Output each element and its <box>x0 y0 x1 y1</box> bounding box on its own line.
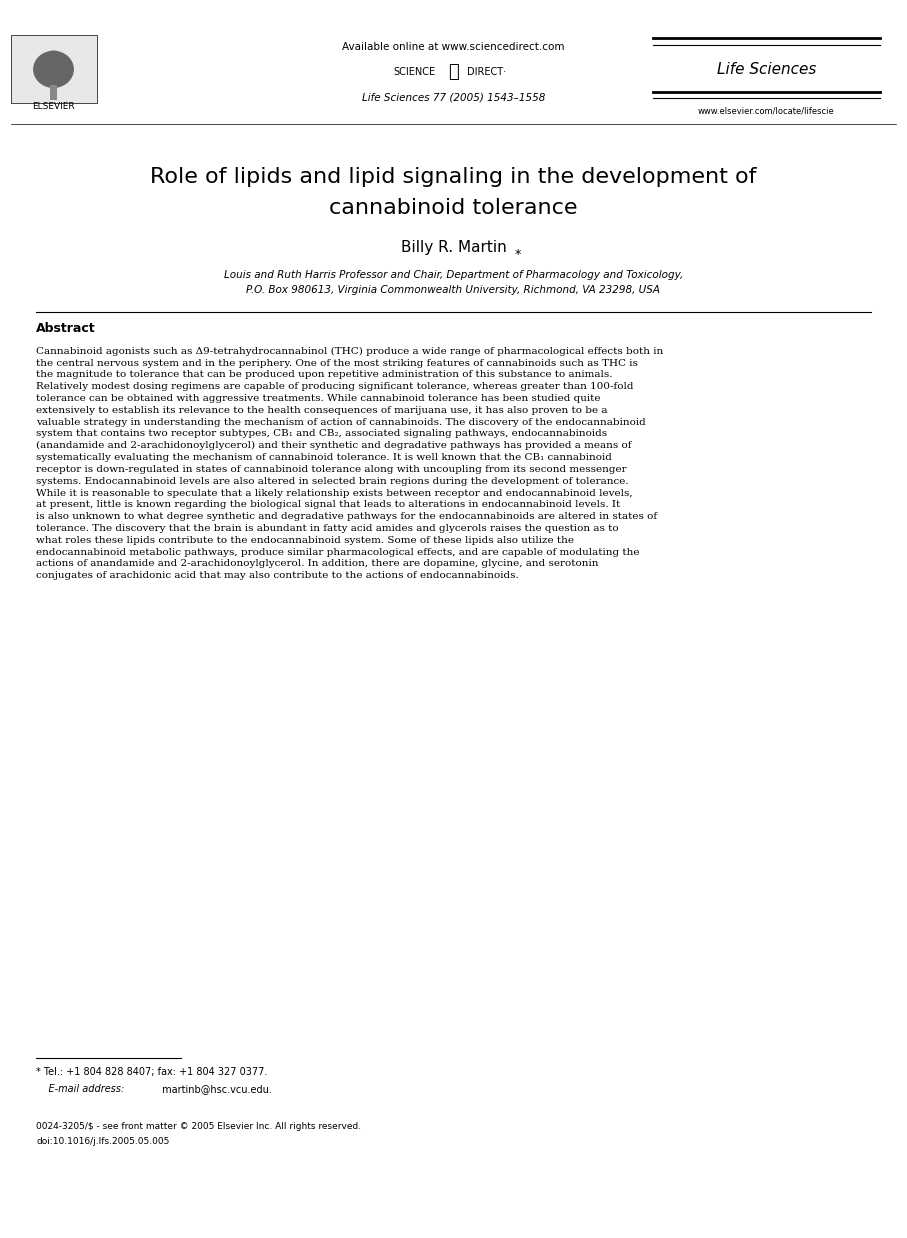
Ellipse shape <box>35 58 58 80</box>
Text: Life Sciences: Life Sciences <box>717 62 816 77</box>
Text: DIRECT·: DIRECT· <box>467 67 506 77</box>
Text: ELSEVIER: ELSEVIER <box>33 102 74 111</box>
FancyBboxPatch shape <box>50 85 57 100</box>
Text: Louis and Ruth Harris Professor and Chair, Department of Pharmacology and Toxico: Louis and Ruth Harris Professor and Chai… <box>224 270 683 280</box>
Text: martinb@hsc.vcu.edu.: martinb@hsc.vcu.edu. <box>159 1084 271 1094</box>
Ellipse shape <box>33 51 73 88</box>
Text: Billy R. Martin: Billy R. Martin <box>401 240 506 255</box>
Text: Role of lipids and lipid signaling in the development of: Role of lipids and lipid signaling in th… <box>151 167 756 187</box>
Ellipse shape <box>42 51 64 73</box>
Ellipse shape <box>42 67 64 89</box>
Text: www.elsevier.com/locate/lifescie: www.elsevier.com/locate/lifescie <box>698 106 834 116</box>
Text: SCIENCE: SCIENCE <box>394 67 435 77</box>
Ellipse shape <box>47 64 70 87</box>
Text: E-mail address:: E-mail address: <box>36 1084 124 1094</box>
Text: doi:10.1016/j.lfs.2005.05.005: doi:10.1016/j.lfs.2005.05.005 <box>36 1136 170 1146</box>
Text: Available online at www.sciencedirect.com: Available online at www.sciencedirect.co… <box>342 42 565 52</box>
FancyBboxPatch shape <box>11 35 97 103</box>
Text: P.O. Box 980613, Virginia Commonwealth University, Richmond, VA 23298, USA: P.O. Box 980613, Virginia Commonwealth U… <box>247 285 660 295</box>
Text: * Tel.: +1 804 828 8407; fax: +1 804 327 0377.: * Tel.: +1 804 828 8407; fax: +1 804 327… <box>36 1067 268 1077</box>
Ellipse shape <box>37 52 60 74</box>
Text: Abstract: Abstract <box>36 322 96 334</box>
Text: Life Sciences 77 (2005) 1543–1558: Life Sciences 77 (2005) 1543–1558 <box>362 93 545 103</box>
Text: *: * <box>514 248 521 261</box>
Text: Cannabinoid agonists such as Δ9-tetrahydrocannabinol (THC) produce a wide range : Cannabinoid agonists such as Δ9-tetrahyd… <box>36 347 664 581</box>
Ellipse shape <box>47 52 70 74</box>
Text: ⓓ: ⓓ <box>448 63 459 80</box>
Ellipse shape <box>37 64 60 87</box>
Text: cannabinoid tolerance: cannabinoid tolerance <box>329 198 578 218</box>
Ellipse shape <box>49 58 72 80</box>
Text: 0024-3205/$ - see front matter © 2005 Elsevier Inc. All rights reserved.: 0024-3205/$ - see front matter © 2005 El… <box>36 1122 361 1132</box>
